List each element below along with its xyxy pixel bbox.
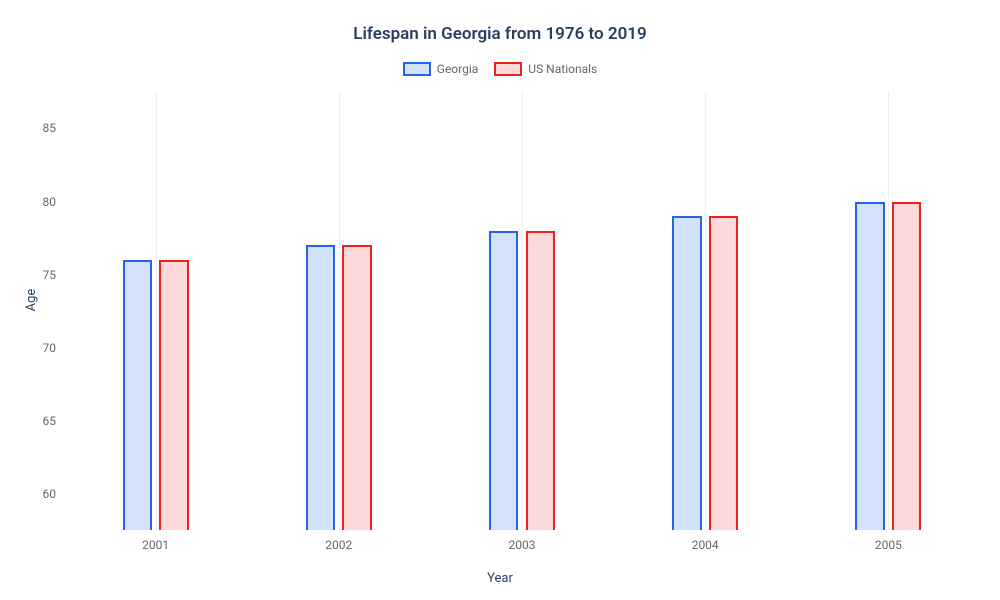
bar [672, 216, 701, 530]
bar [489, 231, 518, 530]
bar [159, 260, 188, 530]
bar [892, 202, 921, 531]
legend-swatch-georgia [403, 62, 431, 76]
x-grid-line [339, 92, 340, 530]
bar [123, 260, 152, 530]
bar [306, 245, 335, 530]
y-tick-label: 75 [43, 268, 57, 282]
legend-item-georgia: Georgia [403, 62, 479, 76]
x-grid-line [705, 92, 706, 530]
legend-label-georgia: Georgia [437, 62, 479, 76]
bar [526, 231, 555, 530]
chart-title: Lifespan in Georgia from 1976 to 2019 [0, 24, 1000, 44]
x-grid-line [522, 92, 523, 530]
legend-label-us: US Nationals [528, 62, 597, 76]
bar [709, 216, 738, 530]
legend-swatch-us [494, 62, 522, 76]
x-tick-label: 2003 [509, 538, 536, 552]
y-tick-label: 60 [43, 487, 57, 501]
x-tick-label: 2005 [875, 538, 902, 552]
x-tick-label: 2004 [692, 538, 719, 552]
plot-area: 20012002200320042005606570758085 [64, 92, 980, 530]
legend-item-us: US Nationals [494, 62, 597, 76]
x-grid-line [156, 92, 157, 530]
y-tick-label: 70 [43, 341, 57, 355]
y-tick-label: 85 [43, 121, 57, 135]
bar [855, 202, 884, 531]
y-tick-label: 80 [43, 195, 57, 209]
y-tick-label: 65 [43, 414, 57, 428]
x-tick-label: 2002 [325, 538, 352, 552]
bar [342, 245, 371, 530]
x-tick-label: 2001 [142, 538, 169, 552]
y-axis-title: Age [24, 289, 39, 312]
x-axis-title: Year [487, 571, 513, 586]
legend: Georgia US Nationals [0, 62, 1000, 76]
x-grid-line [888, 92, 889, 530]
